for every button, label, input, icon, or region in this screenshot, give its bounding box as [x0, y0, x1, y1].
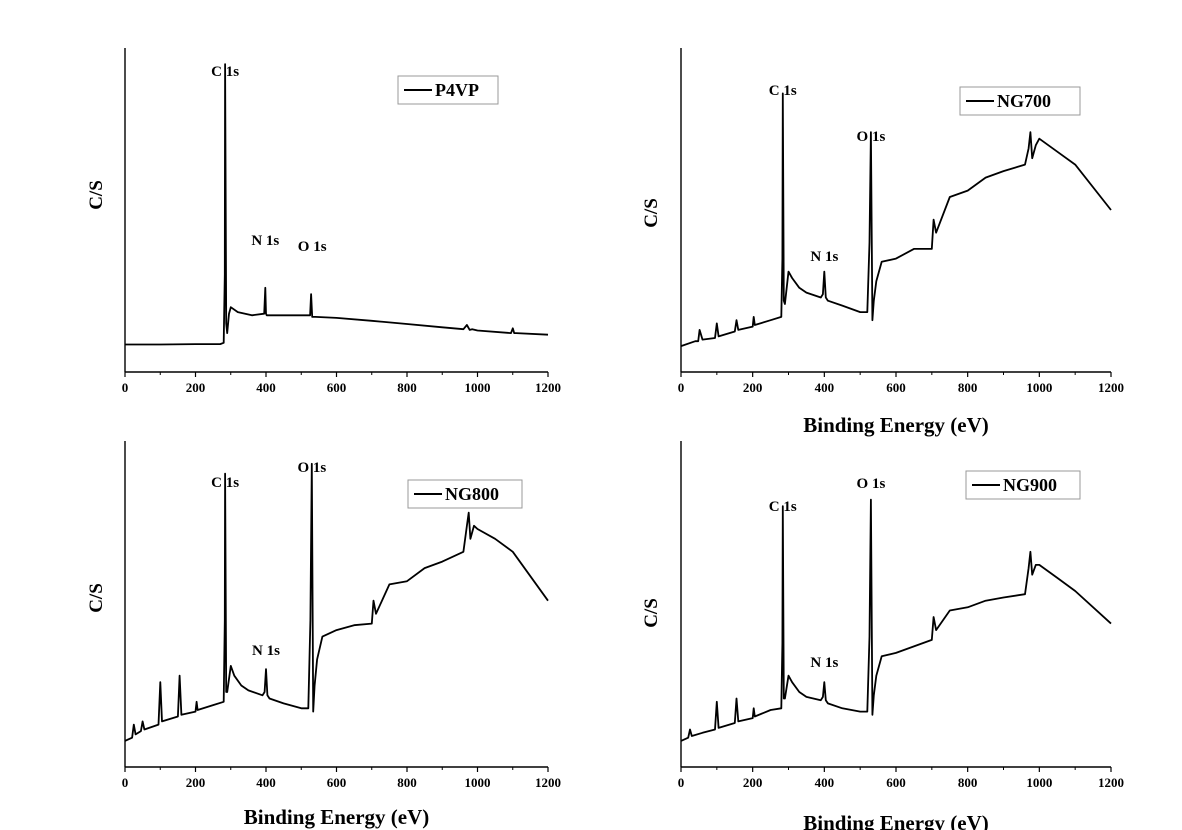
- peak-annotation: O 1s: [857, 129, 886, 145]
- x-tick-label: 200: [186, 775, 206, 790]
- peak-annotation: N 1s: [810, 655, 838, 671]
- x-tick-label: 400: [256, 380, 276, 395]
- series-line: [125, 63, 549, 346]
- x-tick-label: 1200: [535, 775, 561, 790]
- x-tick-label: 0: [122, 775, 129, 790]
- peak-annotation: O 1s: [297, 460, 326, 476]
- x-tick-label: 1200: [1098, 380, 1124, 395]
- series-line: [124, 462, 549, 742]
- x-tick-label: 800: [397, 775, 417, 790]
- legend-label: NG800: [445, 484, 499, 504]
- peak-annotation: N 1s: [810, 249, 838, 265]
- x-tick-label: 0: [678, 380, 685, 395]
- y-axis-label: C/S: [86, 583, 107, 613]
- peak-annotation: O 1s: [857, 476, 886, 492]
- peak-annotation: C 1s: [211, 64, 239, 80]
- x-tick-label: 1000: [1026, 380, 1052, 395]
- x-tick-label: 800: [397, 380, 417, 395]
- series-line: [680, 92, 1112, 347]
- x-tick-label: 400: [256, 775, 276, 790]
- legend-label: NG700: [997, 91, 1051, 111]
- peak-annotation: O 1s: [298, 239, 327, 255]
- legend-label: NG900: [1003, 475, 1057, 495]
- x-tick-label: 600: [886, 380, 906, 395]
- x-tick-label: 200: [743, 775, 763, 790]
- legend-box: [959, 86, 1081, 116]
- x-tick-label: 1000: [1026, 775, 1052, 790]
- x-tick-label: 0: [122, 380, 129, 395]
- x-axis-label: Binding Energy (eV): [803, 413, 989, 437]
- x-tick-label: 800: [958, 775, 978, 790]
- peak-annotation: N 1s: [251, 233, 279, 249]
- x-tick-label: 600: [886, 775, 906, 790]
- x-tick-label: 200: [743, 380, 763, 395]
- x-tick-label: 200: [186, 380, 206, 395]
- y-axis-label: C/S: [641, 598, 662, 628]
- peak-annotation: C 1s: [211, 475, 239, 491]
- x-tick-label: 600: [327, 380, 347, 395]
- x-axis-label: Binding Energy (eV): [244, 805, 430, 829]
- x-tick-label: 800: [958, 380, 978, 395]
- x-tick-label: 600: [327, 775, 347, 790]
- peak-annotation: C 1s: [769, 83, 797, 99]
- peak-annotation: N 1s: [252, 643, 280, 659]
- series-line: [680, 498, 1112, 742]
- x-tick-label: 1200: [1098, 775, 1124, 790]
- x-tick-label: 1000: [465, 380, 491, 395]
- y-axis-label: C/S: [641, 198, 662, 228]
- x-tick-label: 1200: [535, 380, 561, 395]
- legend-label: P4VP: [435, 80, 479, 100]
- x-axis-label: Binding Energy (eV): [803, 811, 989, 830]
- x-tick-label: 1000: [465, 775, 491, 790]
- y-axis-label: C/S: [86, 180, 107, 210]
- peak-annotation: C 1s: [769, 499, 797, 515]
- x-tick-label: 400: [815, 380, 835, 395]
- x-tick-label: 400: [815, 775, 835, 790]
- x-tick-label: 0: [678, 775, 685, 790]
